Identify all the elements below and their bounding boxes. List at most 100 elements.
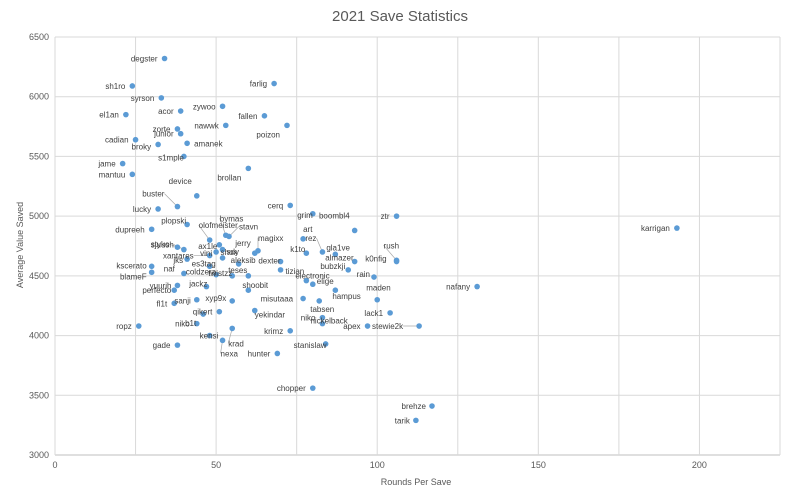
y-tick-label: 3000 [29,450,49,460]
data-label: k0nfig [365,255,386,264]
data-label: stavn [239,222,258,231]
data-label: hampus [332,292,360,301]
label-leader [164,193,178,207]
data-label: gla1ve [326,243,350,252]
data-label: krad [228,339,244,348]
data-point [155,206,161,212]
data-label: maden [366,284,390,293]
data-label: nickelback [310,317,348,326]
data-label: blameF [120,272,147,281]
data-label: amanek [194,139,223,148]
data-point [193,296,200,303]
data-label: cadian [105,136,129,145]
data-label: dexter [258,257,281,266]
data-label: tabsen [310,305,334,314]
data-point [364,323,371,329]
data-label: device [169,177,193,186]
y-tick-label: 5500 [29,151,49,161]
data-label: karrigan [641,224,670,233]
data-label: rush [384,241,400,250]
data-point [216,308,223,315]
data-point [206,332,213,339]
label-leader [198,224,210,241]
data-point [251,250,258,256]
data-point [351,227,358,234]
data-label: tarik [395,416,411,425]
data-point [193,320,200,327]
data-label: k1to [290,245,306,254]
data-label: krimz [264,327,283,336]
data-point [161,55,168,62]
data-label: sh1ro [105,82,126,91]
data-point [277,267,284,273]
data-label: teses [228,266,247,275]
data-point [174,244,181,250]
data-point [229,298,236,304]
data-point [245,287,252,293]
data-label: b1t [185,319,197,328]
data-label: sdy [227,248,239,257]
data-label: shox [221,248,238,257]
data-label: coldzera [186,268,217,277]
data-label: bymas [220,214,244,223]
data-point [319,249,326,255]
data-point [319,314,326,321]
data-point [171,300,178,307]
label-leader [383,245,397,261]
data-label: niko [301,314,316,323]
data-point [245,273,252,279]
data-point [219,255,226,261]
y-axis-ticks: 3000 3500 4000 4500 5000 5500 6000 6500 [29,32,49,460]
data-point [206,263,213,270]
data-label: styko [151,240,170,249]
y-axis-title: Average Value Saved [15,202,25,288]
data-point [287,202,294,209]
data-point [174,203,181,210]
data-point [322,341,329,347]
data-point [174,282,181,289]
data-point [174,126,181,132]
data-point [429,403,435,409]
data-point [300,236,306,242]
data-point [174,342,181,348]
data-point [303,277,310,284]
chart-title: 2021 Save Statistics [332,8,468,25]
data-point [203,283,210,290]
data-label: acor [158,107,174,116]
data-point [132,136,139,143]
data-label: rez [305,234,316,243]
data-point [148,269,155,276]
data-label: xyp9x [205,294,226,303]
data-label: junior [153,130,174,139]
data-point [274,350,281,357]
data-label: elige [317,277,334,286]
data-point [184,221,190,228]
data-point [171,287,178,293]
data-point [123,111,129,118]
x-tick-label: 0 [52,460,57,470]
data-label: kensi [200,332,219,341]
data-point [332,287,339,293]
data-point [177,108,184,114]
data-point [206,252,213,259]
data-label: ropz [116,322,132,331]
data-label: twistzz [208,269,232,278]
data-point [345,267,352,273]
data-label: farlig [250,80,267,89]
data-point [332,251,339,258]
data-label: nawwk [194,121,219,130]
data-label: bubzkji [320,262,345,271]
data-label: stanislaw [294,341,327,350]
data-point [181,153,187,160]
y-tick-label: 6500 [29,32,49,42]
data-label: dupreeh [115,225,144,234]
data-point [184,256,190,262]
data-label: jerry [234,239,251,248]
data-label: aleksib [231,256,256,265]
data-point [261,113,268,119]
data-label: xantares [163,252,194,261]
data-label: syrson [131,94,155,103]
data-label: s1mple [158,153,184,162]
